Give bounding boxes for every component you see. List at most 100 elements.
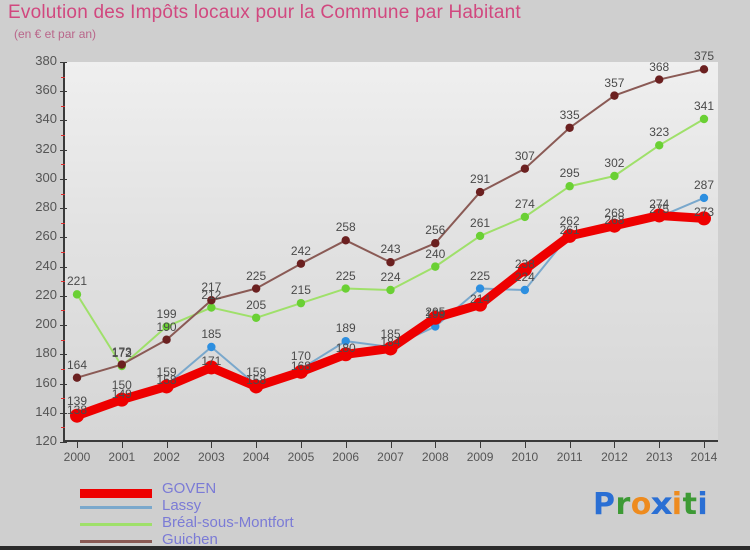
data-point-label: 302 xyxy=(604,156,625,170)
y-axis-tick-mark xyxy=(60,383,67,385)
y-axis-tick-label: 300 xyxy=(35,169,57,185)
x-axis-tick-label: 2007 xyxy=(377,450,404,464)
data-point-label: 341 xyxy=(693,99,715,113)
legend-item-lassy[interactable]: Lassy xyxy=(80,497,410,516)
logo-letter-p: P xyxy=(593,487,616,522)
data-point-label: 215 xyxy=(290,283,311,298)
y-axis-minor-tick xyxy=(61,339,65,341)
data-point-label: 164 xyxy=(66,357,88,372)
data-point-label: 238 xyxy=(514,256,535,271)
data-point-label: 273 xyxy=(693,205,715,220)
data-point-label: 138 xyxy=(66,402,88,417)
x-axis-tick-mark xyxy=(390,442,392,448)
x-axis-tick-mark xyxy=(300,442,302,448)
logo-letter-t: t xyxy=(682,487,698,522)
y-axis-tick-mark xyxy=(60,62,67,63)
y-axis-minor-tick xyxy=(61,281,65,283)
y-axis-minor-tick xyxy=(61,164,65,166)
data-point-label: 189 xyxy=(335,321,356,336)
x-axis-tick-mark xyxy=(256,442,258,448)
proxiti-logo[interactable]: Proxiti xyxy=(593,487,708,522)
logo-letter-i2: i xyxy=(697,487,709,522)
x-axis-tick-label: 2000 xyxy=(63,450,91,464)
y-axis-minor-tick xyxy=(61,427,65,429)
x-axis-tick-mark xyxy=(211,442,213,448)
logo-letter-x: x xyxy=(650,487,674,522)
data-point-label: 205 xyxy=(246,297,267,312)
data-point-label: 295 xyxy=(559,166,580,181)
data-point-label: 243 xyxy=(380,242,401,257)
y-axis-tick-label: 160 xyxy=(35,374,57,390)
y-axis-tick-label: 340 xyxy=(35,111,57,127)
logo-letter-i1: i xyxy=(671,487,683,522)
data-point-label: 184 xyxy=(380,335,401,350)
x-axis-tick-mark xyxy=(166,442,168,448)
y-axis-tick-label: 320 xyxy=(35,140,57,156)
x-axis-tick-mark xyxy=(345,442,347,448)
data-point-label: 171 xyxy=(201,354,222,369)
legend-item-goven[interactable]: GOVEN xyxy=(80,480,410,499)
legend-swatch xyxy=(80,523,152,526)
y-axis-tick-label: 120 xyxy=(35,433,57,448)
x-axis-tick-label: 2005 xyxy=(287,450,315,464)
x-axis-tick-label: 2004 xyxy=(242,450,270,464)
y-axis-tick-label: 220 xyxy=(35,286,57,302)
data-point-label: 242 xyxy=(290,243,311,258)
data-point-label: 158 xyxy=(246,373,267,388)
y-axis-tick-mark xyxy=(60,325,67,327)
data-point-label: 190 xyxy=(156,319,177,334)
data-point-label: 139 xyxy=(66,394,88,409)
data-point-label: 268 xyxy=(604,212,625,227)
y-axis-minor-tick xyxy=(61,310,65,312)
x-axis-tick-label: 2001 xyxy=(108,450,136,464)
data-point-label: 158 xyxy=(156,373,177,388)
x-axis-tick-mark xyxy=(480,442,482,448)
data-point-label: 221 xyxy=(66,274,88,289)
y-axis-minor-tick xyxy=(61,398,65,400)
legend-item-br-al-sous-montfort[interactable]: Bréal-sous-Montfort xyxy=(80,514,410,533)
legend-item-guichen[interactable]: Guichen xyxy=(80,531,410,550)
legend-label: GOVEN xyxy=(162,480,217,497)
y-axis-minor-tick xyxy=(61,368,65,370)
data-point-label: 217 xyxy=(201,280,222,295)
y-axis-tick-label: 380 xyxy=(35,53,57,68)
data-point-label: 199 xyxy=(425,306,446,321)
legend-swatch xyxy=(80,540,152,543)
data-point-label: 225 xyxy=(470,268,491,283)
data-point-label: 149 xyxy=(111,386,132,401)
y-axis-tick-mark xyxy=(60,208,67,210)
y-axis-tick-mark xyxy=(60,295,67,297)
data-point-label: 274 xyxy=(514,196,535,211)
x-axis-tick-mark xyxy=(704,442,705,448)
y-axis-tick-label: 260 xyxy=(35,228,57,244)
x-axis-tick-label: 2006 xyxy=(332,450,360,464)
y-axis-tick-label: 240 xyxy=(35,257,57,273)
y-axis-tick-mark xyxy=(60,149,67,151)
logo-letter-o: o xyxy=(630,487,652,522)
data-point-label: 261 xyxy=(559,222,580,237)
data-point-label: 185 xyxy=(201,327,222,341)
legend-label: Guichen xyxy=(162,531,218,548)
data-point-label: 150 xyxy=(111,378,132,393)
data-point-label: 214 xyxy=(470,291,491,306)
y-axis-tick-label: 280 xyxy=(35,199,57,215)
data-point-label: 225 xyxy=(246,268,267,283)
data-point-label: 256 xyxy=(425,223,446,238)
legend-swatch xyxy=(80,489,152,498)
page-subtitle: (en € et par an) xyxy=(14,27,97,41)
data-point-label: 268 xyxy=(604,205,625,220)
y-axis-minor-tick xyxy=(61,105,65,107)
y-axis-tick-mark xyxy=(60,442,67,443)
data-point-label: 199 xyxy=(156,306,177,321)
data-point-label: 180 xyxy=(335,341,356,356)
y-axis-tick-mark xyxy=(60,412,67,414)
x-axis-tick-label: 2011 xyxy=(556,450,583,464)
y-axis-minor-tick xyxy=(61,76,65,78)
y-axis-tick-label: 180 xyxy=(35,345,57,361)
x-axis-tick-label: 2008 xyxy=(421,450,449,464)
y-axis-tick-mark xyxy=(60,266,67,268)
y-axis-tick-mark xyxy=(60,120,67,122)
y-axis-tick-mark xyxy=(60,91,67,93)
x-axis-tick-label: 2003 xyxy=(197,450,225,464)
data-point-label: 240 xyxy=(425,246,446,261)
